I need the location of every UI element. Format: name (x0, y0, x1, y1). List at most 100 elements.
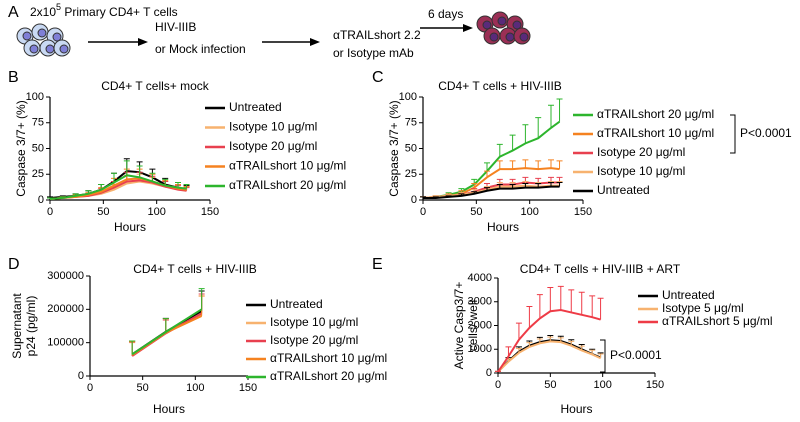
error-bar (496, 160, 503, 170)
chart-title: CD4+ T cells + HIV-IIIB (438, 79, 562, 93)
chart-panel: E CD4+ T cells + HIV-IIIB + ART 0 1000 2000 3… (372, 256, 773, 416)
y-axis-label: Active Casp3/7+ (452, 282, 466, 370)
bracket (600, 339, 606, 373)
panel-letter: D (8, 256, 20, 273)
error-bar (526, 306, 533, 328)
y-tick-label: 1000 (468, 343, 492, 355)
panel-letter: B (8, 69, 19, 86)
legend-label: αTRAILshort 20 μg/ml (270, 369, 387, 383)
x-tick-label: 150 (201, 206, 219, 218)
error-bar (535, 160, 542, 170)
y-tick-label: 25 (32, 168, 44, 180)
x-axis-label: Hours (114, 220, 146, 234)
error-bar (198, 288, 205, 310)
series-line (131, 315, 203, 356)
legend-label: αTRAILshort 20 μg/ml (597, 107, 714, 121)
legend-label: αTRAILshort 5 μg/ml (662, 314, 773, 328)
chart-title: CD4+ T cells + HIV-IIIB + ART (520, 262, 681, 276)
y-axis-label: p24 (pg/ml) (24, 296, 38, 357)
error-bar (578, 291, 585, 315)
panel-letter: A (8, 4, 19, 21)
legend-label: Isotype 20 μg/ml (270, 333, 358, 347)
error-bar (123, 160, 130, 176)
chart-panel: C CD4+ T cells + HIV-IIIB 0 25 50 75 100 0 50 100… (372, 69, 792, 234)
cells-count: 2x10 (30, 5, 56, 19)
y-tick-label: 0 (411, 194, 417, 206)
x-tick-label: 50 (137, 382, 149, 394)
error-bar (547, 287, 554, 312)
x-tick-label: 0 (87, 382, 93, 394)
legend-label: Isotype 20 μg/ml (229, 139, 317, 153)
x-tick-label: 50 (470, 206, 482, 218)
chart-title: CD4+ T cells + HIV-IIIB (133, 262, 257, 276)
x-tick-label: 150 (646, 379, 664, 391)
legend-label: Untreated (229, 100, 282, 114)
series-line (423, 185, 560, 199)
cells-exponent: 5 (56, 2, 61, 12)
error-bar (536, 294, 543, 319)
chart-panel: B CD4+ T cells+ mock 0 25 50 75 100 0 50 100 150 Ho… (8, 69, 346, 234)
step2-line2: or Isotype mAb (333, 46, 414, 60)
error-bar (556, 98, 563, 122)
output-cells (476, 11, 531, 45)
y-axis-label: Supernatant (10, 293, 24, 359)
legend-label: Isotype 5 μg/ml (662, 301, 744, 315)
y-tick-label: 3000 (468, 296, 492, 308)
y-tick-label: 0 (38, 194, 44, 206)
x-axis-label: Hours (153, 402, 185, 416)
x-tick-label: 0 (420, 206, 426, 218)
legend-label: Isotype 10 μg/ml (229, 120, 317, 134)
error-bar (515, 322, 522, 340)
y-tick-label: 300000 (47, 270, 84, 282)
x-tick-label: 150 (574, 206, 592, 218)
x-tick-label: 100 (593, 379, 611, 391)
x-tick-label: 150 (239, 382, 257, 394)
legend-label: Untreated (662, 288, 715, 302)
arrow (88, 38, 148, 46)
x-tick-label: 0 (495, 379, 501, 391)
x-tick-label: 100 (147, 206, 165, 218)
legend-label: αTRAILshort 10 μg/ml (270, 351, 387, 365)
error-bar (509, 160, 516, 170)
error-bar (568, 289, 575, 313)
step1-line2: or Mock infection (155, 42, 246, 56)
y-tick-label: 2000 (468, 319, 492, 331)
legend-label: αTRAILshort 10 μg/ml (229, 159, 346, 173)
y-axis-label: Caspase 3/7+ (%) (14, 100, 28, 196)
error-bar (557, 285, 564, 311)
legend-label: αTRAILshort 20 μg/ml (229, 178, 346, 192)
y-tick-label: 75 (405, 117, 417, 129)
x-tick-label: 0 (47, 206, 53, 218)
error-bar (522, 124, 529, 144)
y-tick-label: 4000 (468, 272, 492, 284)
chart-panel: D CD4+ T cells + HIV-IIIB 0 100000 200000 300… (8, 256, 387, 416)
step2-line1: αTRAILshort 2.2 (333, 28, 421, 42)
error-bar (509, 134, 516, 151)
error-bar (556, 160, 563, 170)
error-bar (597, 297, 604, 320)
step1-line1: HIV-IIIB (155, 20, 196, 34)
y-tick-label: 50 (405, 142, 417, 154)
y-axis-label: cells/ well (466, 300, 480, 351)
error-bar (548, 159, 554, 169)
x-tick-label: 50 (97, 206, 109, 218)
y-tick-label: 200000 (47, 303, 84, 315)
y-tick-label: 100000 (47, 337, 84, 349)
x-tick-label: 50 (544, 379, 556, 391)
error-bar (162, 318, 169, 332)
y-tick-label: 100 (399, 91, 417, 103)
error-bar (129, 340, 136, 355)
panel-letter: E (372, 256, 383, 273)
y-tick-label: 25 (405, 168, 417, 180)
series-line (497, 340, 601, 373)
cells-label: 2x105 Primary CD4+ T cells (30, 2, 178, 19)
y-tick-label: 75 (32, 117, 44, 129)
error-bar (149, 172, 156, 182)
arrow (420, 24, 473, 32)
error-bar (589, 295, 596, 318)
error-bar (522, 159, 529, 169)
x-tick-label: 100 (520, 206, 538, 218)
panel-letter: C (372, 69, 384, 86)
legend-label: Untreated (270, 297, 323, 311)
